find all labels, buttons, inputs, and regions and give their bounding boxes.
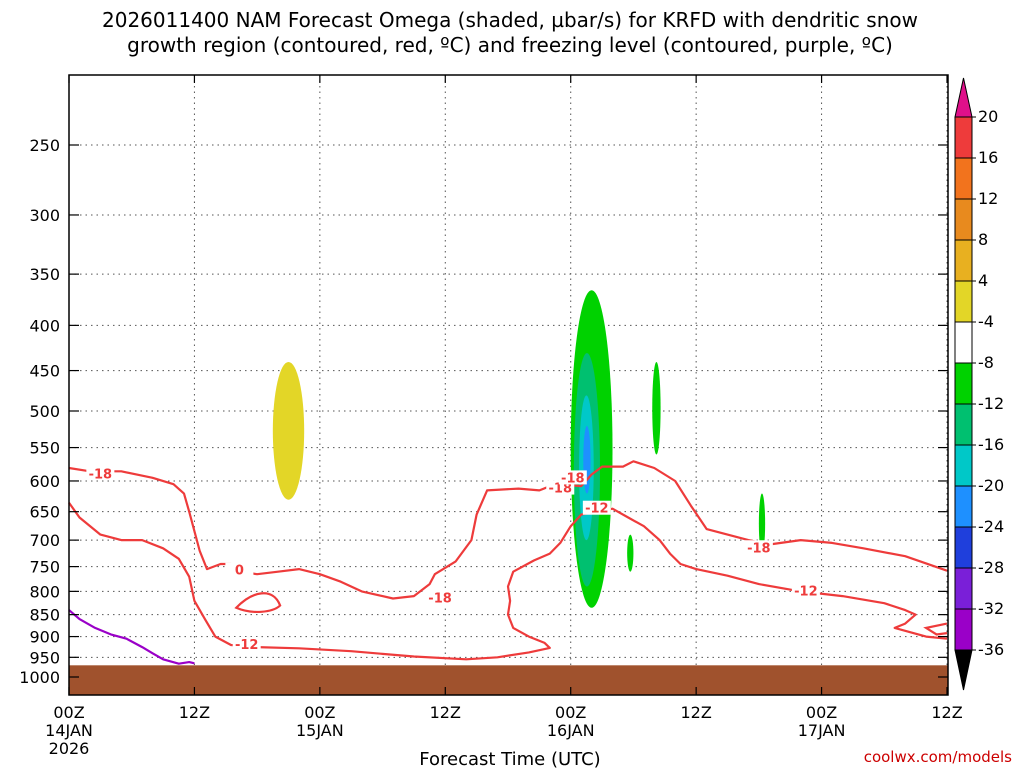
- colorbar-label: -8: [978, 353, 994, 372]
- colorbar-label: 16: [978, 148, 998, 167]
- contour-label-bg: [426, 590, 455, 605]
- chart-title-line-2: growth region (contoured, red, ºC) and f…: [127, 33, 893, 57]
- y-tick-label: 900: [29, 628, 60, 647]
- contour-label-bg: [558, 470, 587, 485]
- contour-label: -18: [549, 482, 573, 497]
- x-tick-date-label: 16JAN: [547, 721, 595, 740]
- y-tick-label: 1000: [19, 668, 60, 687]
- colorbar-label: -20: [978, 476, 1004, 495]
- colorbar-label: 8: [978, 230, 988, 249]
- contour-label: -12: [794, 584, 818, 599]
- colorbar-label: -28: [978, 558, 1004, 577]
- contour-line: [923, 622, 948, 636]
- x-tick-label: 00Z: [304, 703, 335, 722]
- colorbar-box: [954, 321, 973, 364]
- colorbar-box: [954, 198, 973, 241]
- colorbar-box: [954, 567, 973, 610]
- y-tick-label: 250: [29, 136, 60, 155]
- x-tick-year-label: 2026: [49, 739, 90, 758]
- credit-text: coolwx.com/models: [864, 748, 1012, 766]
- y-tick-label: 750: [29, 558, 60, 577]
- x-tick-date-label: 14JAN: [45, 721, 93, 740]
- colorbar-label: -16: [978, 435, 1004, 454]
- colorbar-box: [954, 403, 973, 446]
- colorbar-box: [954, 485, 973, 528]
- x-axis-label: Forecast Time (UTC): [419, 749, 600, 768]
- colorbar-box: [954, 239, 973, 282]
- contour-line: [68, 502, 598, 661]
- colorbar-box: [954, 116, 973, 159]
- contour-line: [68, 609, 195, 665]
- colorbar-box: [954, 444, 973, 487]
- y-tick-label: 700: [29, 531, 60, 550]
- terrain-fill: [69, 665, 948, 695]
- plot-border: [68, 74, 949, 696]
- plot-area: [69, 75, 948, 695]
- colorbar-label: -36: [978, 640, 1004, 659]
- colorbar-box: [954, 526, 973, 569]
- colorbar-box: [954, 280, 973, 323]
- y-tick-label: 450: [29, 362, 60, 381]
- colorbar-bottom-arrow: [954, 649, 973, 691]
- y-tick-label: 650: [29, 503, 60, 522]
- y-tick-label: 300: [29, 206, 60, 225]
- y-tick-label: 350: [29, 265, 60, 284]
- colorbar-label: -4: [978, 312, 994, 331]
- y-tick-label: 600: [29, 472, 60, 491]
- colorbar-box: [954, 362, 973, 405]
- colorbar-label: 20: [978, 107, 998, 126]
- colorbar-label: -12: [978, 394, 1004, 413]
- temperature-contours: -18-18-18-18-12-18-12-120: [68, 460, 948, 665]
- x-tick-label: 00Z: [555, 703, 586, 722]
- x-tick-label: 12Z: [680, 703, 711, 722]
- x-tick-label: 00Z: [806, 703, 837, 722]
- x-tick-label: 12Z: [179, 703, 210, 722]
- colorbar: 20 16 12 8 4 -4 -8 -12 -16 -20 -24 -28 -32 -36: [954, 77, 1004, 691]
- omega-shaded-area: [758, 493, 766, 554]
- contour-label: -12: [235, 638, 259, 653]
- omega-shaded-area: [652, 361, 661, 455]
- colorbar-label: 12: [978, 189, 998, 208]
- contour-line: [596, 507, 948, 640]
- colorbar-top-arrow: [954, 77, 973, 118]
- contour-label: -18: [747, 541, 771, 556]
- omega-shaded-area: [272, 361, 305, 500]
- y-tick-label: 850: [29, 606, 60, 625]
- y-tick-label: 800: [29, 582, 60, 601]
- contour-label-bg: [744, 540, 773, 555]
- contour-label-bg: [791, 583, 820, 598]
- y-axis: 250 300 350 400 450 500 550 600 650 700 750 800 850 9…: [19, 136, 948, 687]
- x-tick-date-label: 15JAN: [296, 721, 344, 740]
- x-tick-label: 12Z: [931, 703, 962, 722]
- x-tick-date-label: 17JAN: [798, 721, 846, 740]
- chart-title-line-1: 2026011400 NAM Forecast Omega (shaded, µ…: [102, 8, 918, 32]
- y-tick-label: 950: [29, 648, 60, 667]
- colorbar-label: -32: [978, 599, 1004, 618]
- colorbar-box: [954, 608, 973, 651]
- contour-label: 0: [235, 564, 244, 579]
- colorbar-box: [954, 157, 973, 200]
- contour-label-bg: [86, 466, 115, 481]
- contour-label: -12: [585, 502, 609, 517]
- contour-label: -18: [561, 471, 585, 486]
- contour-label: -18: [89, 468, 113, 483]
- contour-label-bg: [225, 562, 254, 577]
- omega-shaded-area: [627, 534, 634, 572]
- contour-label-bg: [232, 637, 261, 652]
- terrain: [69, 665, 948, 695]
- colorbar-label: -24: [978, 517, 1004, 536]
- x-tick-label: 12Z: [430, 703, 461, 722]
- x-tick-label: 00Z: [53, 703, 84, 722]
- y-tick-label: 500: [29, 402, 60, 421]
- contour-line: [68, 460, 948, 600]
- y-tick-label: 400: [29, 316, 60, 335]
- contour-label-bg: [582, 500, 611, 515]
- colorbar-label: 4: [978, 271, 988, 290]
- contour-label: -18: [428, 591, 452, 606]
- y-tick-label: 550: [29, 439, 60, 458]
- contour-line: [234, 592, 282, 613]
